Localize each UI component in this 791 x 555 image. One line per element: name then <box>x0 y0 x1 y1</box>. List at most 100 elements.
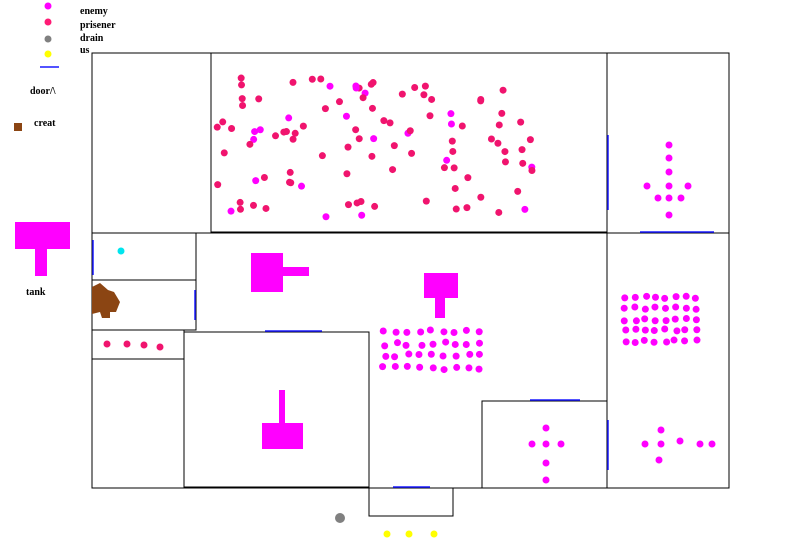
legend-label: tank <box>26 287 46 298</box>
legend-prisoner-icon <box>44 18 52 26</box>
prisoner <box>518 146 526 154</box>
enemy <box>681 337 689 345</box>
enemy <box>528 440 536 448</box>
prisoner <box>528 167 536 175</box>
enemy <box>462 341 470 349</box>
enemy <box>665 182 673 190</box>
prisoner <box>246 140 254 148</box>
enemy <box>318 152 326 160</box>
prisoner <box>368 152 376 160</box>
us <box>383 530 391 538</box>
prisoner <box>236 205 244 213</box>
legend-label: creat <box>34 118 56 129</box>
enemy <box>692 305 700 313</box>
legend-label: drain <box>80 33 104 44</box>
prisoner <box>335 98 343 106</box>
prisoner <box>238 81 246 89</box>
legend-label: door/\ <box>30 86 56 97</box>
enemy <box>452 352 460 360</box>
enemy <box>321 105 329 113</box>
enemy <box>426 326 434 334</box>
enemy <box>289 78 297 86</box>
enemy <box>632 325 640 333</box>
prisoner <box>498 109 506 117</box>
enemy <box>665 194 673 202</box>
enemy <box>466 350 474 358</box>
drain <box>335 513 345 523</box>
enemy <box>643 292 651 300</box>
enemy <box>696 440 704 448</box>
prisoner <box>494 139 502 147</box>
enemy <box>661 325 669 333</box>
doors <box>92 135 714 488</box>
enemy <box>542 424 550 432</box>
prisoner <box>342 112 350 120</box>
enemy <box>427 350 435 358</box>
enemy <box>631 303 639 311</box>
prisoner <box>370 135 378 143</box>
prisoner <box>422 197 430 205</box>
legend-creature-icon <box>14 123 22 131</box>
prisoner <box>250 135 258 143</box>
prisoner <box>517 118 525 126</box>
walls <box>91 52 730 517</box>
enemy <box>655 456 663 464</box>
prisoner <box>463 204 471 212</box>
tank <box>435 298 445 318</box>
enemy <box>440 328 448 336</box>
prisoner <box>448 137 456 145</box>
enemy <box>657 426 665 434</box>
enemy <box>665 211 673 219</box>
enemy <box>452 205 460 213</box>
tank <box>424 273 458 298</box>
enemy <box>465 364 473 372</box>
enemy <box>657 440 665 448</box>
prisoner <box>103 340 111 348</box>
enemy <box>464 174 472 182</box>
enemy <box>542 476 550 484</box>
prisoner <box>447 120 455 128</box>
prisoner <box>389 166 397 174</box>
prisoner <box>380 117 388 125</box>
prisoner <box>458 122 466 130</box>
enemy <box>622 326 630 334</box>
marker <box>117 247 125 255</box>
prisoner <box>440 164 448 172</box>
enemy <box>665 168 673 176</box>
enemy <box>439 352 447 360</box>
enemy <box>641 440 649 448</box>
enemy <box>487 135 495 143</box>
prisoner <box>447 110 455 118</box>
tank <box>279 390 285 423</box>
prisoner <box>428 95 436 103</box>
enemy <box>418 341 426 349</box>
prisoner <box>411 84 419 92</box>
enemy <box>641 315 649 323</box>
enemy <box>662 317 670 325</box>
enemy <box>402 341 410 349</box>
tanks <box>251 253 458 449</box>
wall <box>210 52 608 233</box>
enemy <box>677 194 685 202</box>
prisoner <box>291 129 299 137</box>
tank <box>283 267 309 276</box>
enemy <box>322 213 330 221</box>
prisoner <box>355 135 363 143</box>
enemy <box>379 363 387 371</box>
enemy <box>682 315 690 323</box>
enemy <box>682 304 690 312</box>
enemy <box>429 364 437 372</box>
enemy <box>622 338 630 346</box>
enemy <box>665 141 673 149</box>
enemy <box>391 362 399 370</box>
enemy <box>440 366 448 374</box>
enemy <box>391 353 399 361</box>
creature <box>92 283 120 318</box>
prisoner <box>286 178 294 186</box>
wall <box>91 232 197 281</box>
enemy <box>693 326 701 334</box>
prisoner <box>285 114 293 122</box>
wall <box>368 487 454 517</box>
prisoner <box>237 74 245 82</box>
tank <box>262 423 303 449</box>
